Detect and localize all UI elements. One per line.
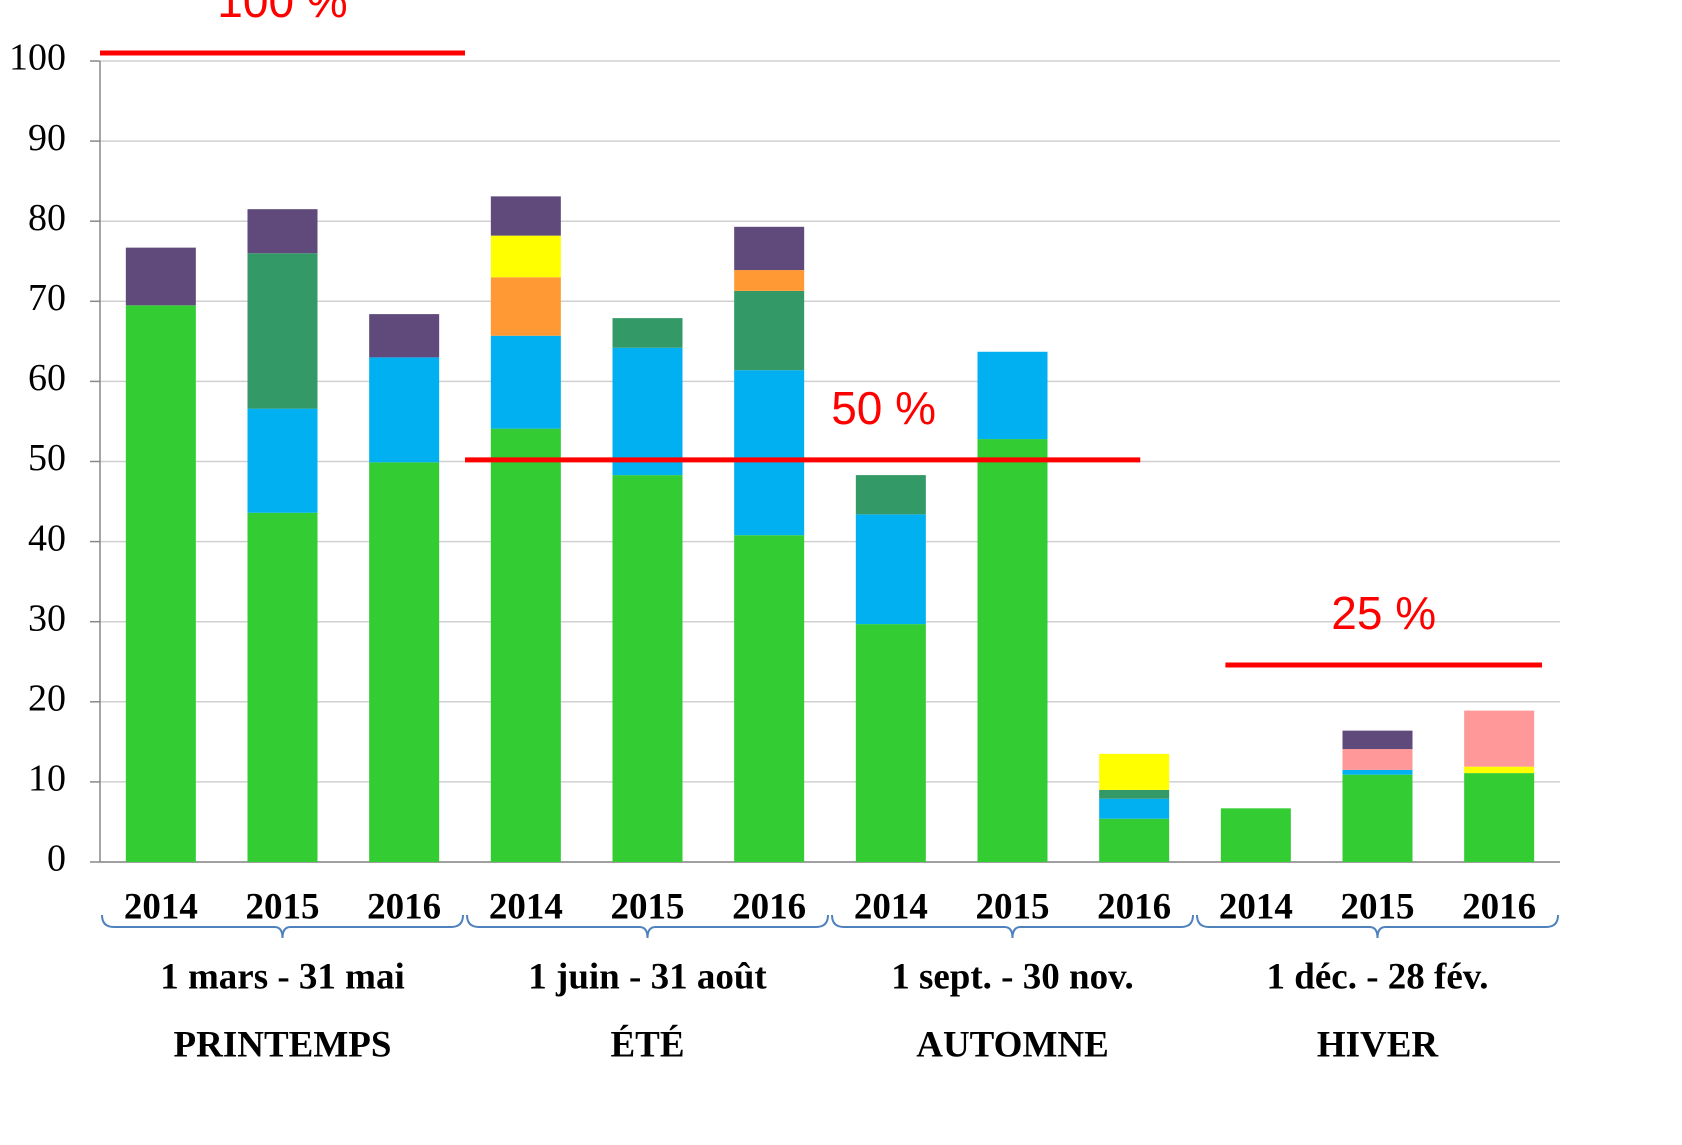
bar-segment: [490, 235, 561, 278]
bar-segment: [612, 475, 683, 862]
bar-segment: [1464, 766, 1535, 774]
group-brace: [101, 914, 464, 939]
bar-segment: [369, 462, 440, 862]
bar-segment: [490, 196, 561, 236]
bar-segment: [490, 335, 561, 429]
reference-label: 50 %: [831, 382, 936, 434]
bar-segment: [1099, 789, 1170, 799]
group-name: AUTOMNE: [916, 1024, 1109, 1065]
bar-segment: [125, 305, 196, 862]
bar-segment: [1342, 749, 1413, 770]
bar-segment: [855, 624, 926, 862]
y-tick-label: 40: [28, 517, 66, 559]
reference-label: 100 %: [217, 0, 347, 27]
bar-segment: [855, 514, 926, 625]
x-tick-label: 2015: [1341, 886, 1415, 927]
bar-segment: [855, 475, 926, 515]
bar-segment: [1099, 798, 1170, 819]
x-tick-label: 2014: [124, 886, 198, 927]
x-tick-label: 2015: [246, 886, 320, 927]
group-dates: 1 mars - 31 mai: [160, 956, 405, 997]
bar-segment: [1464, 710, 1535, 767]
bar-segment: [247, 512, 318, 862]
bar-segment: [612, 318, 683, 348]
bar-segment: [977, 439, 1048, 862]
bar-segment: [734, 370, 805, 536]
group-dates: 1 sept. - 30 nov.: [891, 956, 1134, 997]
group-dates: 1 déc. - 28 fév.: [1267, 956, 1489, 997]
bar-segment: [247, 209, 318, 254]
y-tick-label: 100: [9, 37, 66, 79]
bar-segment: [734, 270, 805, 291]
bar-segment: [612, 347, 683, 476]
x-tick-label: 2016: [1097, 886, 1171, 927]
bar-segment: [1342, 774, 1413, 862]
group-brace: [466, 914, 829, 939]
bar-segment: [734, 226, 805, 271]
y-tick-label: 10: [28, 758, 66, 800]
x-tick-label: 2014: [489, 886, 563, 927]
y-tick-label: 50: [28, 437, 66, 479]
bar-segment: [1099, 818, 1170, 862]
y-tick-label: 60: [28, 357, 66, 399]
group-name: ÉTÉ: [610, 1023, 684, 1065]
reference-label: 25 %: [1331, 587, 1436, 639]
x-tick-label: 2015: [976, 886, 1050, 927]
x-tick-label: 2016: [1462, 886, 1536, 927]
x-tick-label: 2016: [367, 886, 441, 927]
x-tick-label: 2016: [732, 886, 806, 927]
bar-segment: [369, 314, 440, 358]
bar-segment: [125, 247, 196, 306]
bar-segment: [1464, 773, 1535, 862]
bar-segment: [1220, 808, 1291, 862]
group-name: PRINTEMPS: [174, 1024, 392, 1065]
bar-segment: [247, 408, 318, 513]
bar-segment: [1099, 753, 1170, 790]
y-tick-label: 20: [28, 678, 66, 720]
group-brace: [1196, 914, 1559, 939]
x-tick-label: 2014: [1219, 886, 1293, 927]
bar-segment: [490, 428, 561, 862]
y-tick-label: 30: [28, 597, 66, 639]
y-tick-label: 0: [47, 838, 66, 880]
bar-segment: [977, 351, 1048, 440]
group-name: HIVER: [1317, 1024, 1440, 1065]
bar-segment: [490, 277, 561, 336]
bar-segment: [247, 253, 318, 409]
bar-segment: [1342, 730, 1413, 750]
y-tick-label: 70: [28, 277, 66, 319]
group-brace: [831, 914, 1194, 939]
bar-segment: [734, 290, 805, 371]
y-tick-label: 90: [28, 117, 66, 159]
bar-segment: [1342, 769, 1413, 775]
x-tick-label: 2014: [854, 886, 928, 927]
x-tick-label: 2015: [611, 886, 685, 927]
group-dates: 1 juin - 31 août: [528, 956, 767, 997]
bar-segment: [734, 535, 805, 862]
y-tick-label: 80: [28, 197, 66, 239]
bar-segment: [369, 357, 440, 463]
